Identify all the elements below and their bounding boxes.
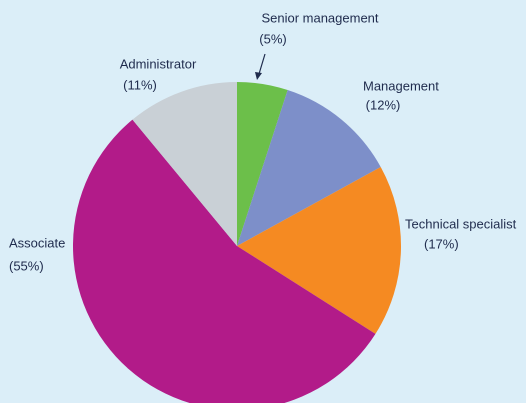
pie-slice [237, 166, 401, 334]
label-pointer [258, 53, 266, 75]
slice-label: Associate [9, 235, 65, 250]
pie-slice [73, 119, 376, 403]
slice-label: Management [363, 78, 439, 93]
slice-value-label: (55%) [9, 258, 44, 273]
slice-value-label: (12%) [366, 97, 401, 112]
slice-value-label: (5%) [259, 31, 286, 46]
slice-label: Technical specialist [405, 216, 517, 231]
label-pointer-head [255, 72, 262, 80]
slice-value-label: (11%) [123, 77, 157, 92]
slice-label: Administrator [120, 56, 197, 71]
pie-slice [237, 82, 288, 246]
slice-value-label: (17%) [424, 236, 459, 251]
slice-label: Senior management [261, 10, 378, 25]
pie-slice [237, 90, 381, 246]
pie-slice [132, 82, 237, 246]
